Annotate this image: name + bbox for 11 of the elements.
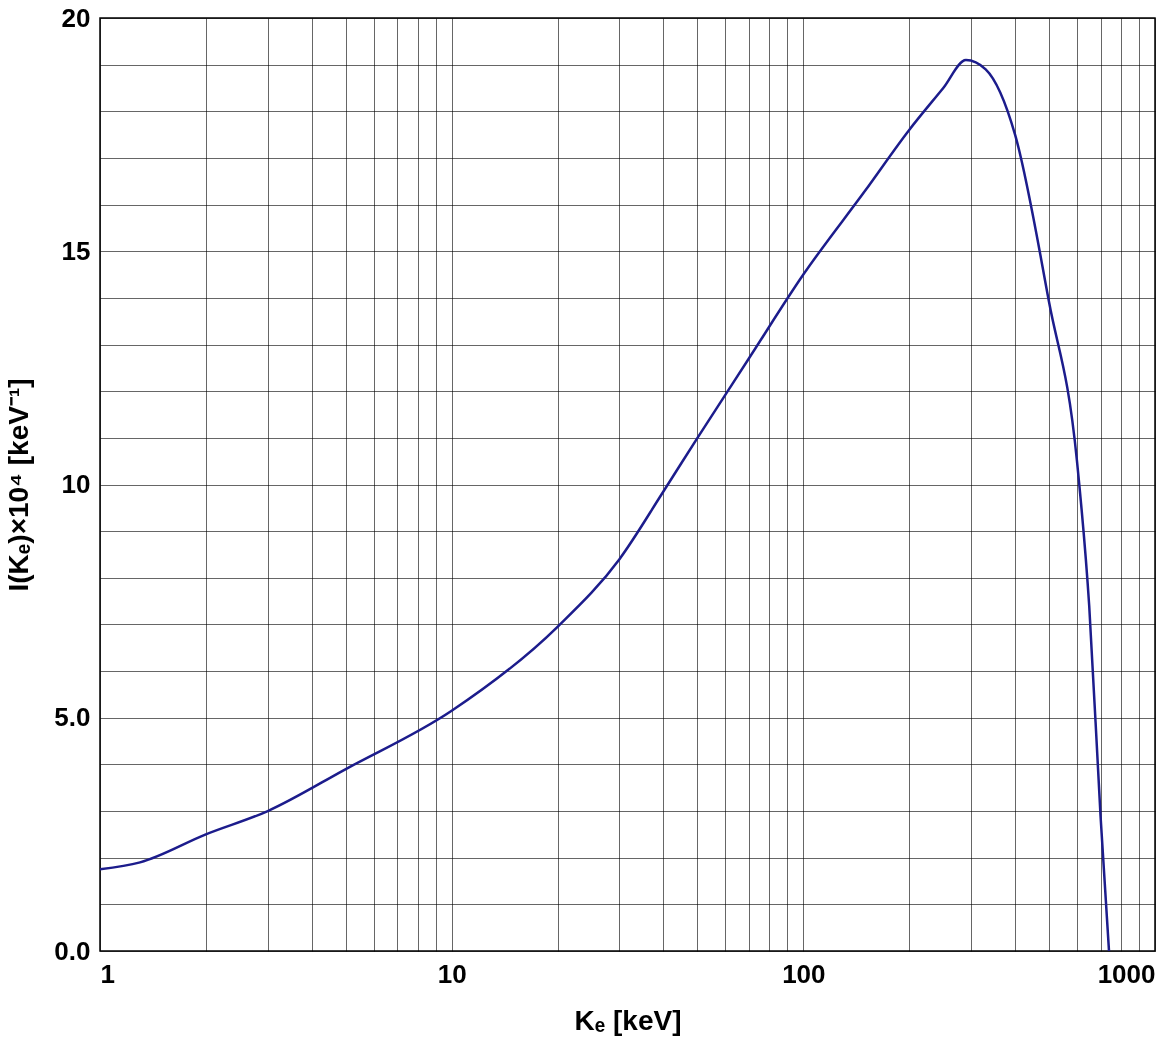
x-tick-label: 1 [100, 958, 115, 989]
x-axis-title: Kₑ [keV] [574, 1004, 682, 1036]
x-tick-label: 100 [782, 958, 826, 989]
y-tick-label: 5.0 [54, 702, 91, 733]
y-tick-label: 15 [61, 235, 91, 266]
y-axis-title: I(Kₑ)×10⁴ [keV⁻¹] [3, 378, 35, 592]
x-tick-label: 10 [437, 958, 467, 989]
y-tick-label: 20 [61, 2, 91, 33]
y-tick-label: 10 [61, 469, 91, 499]
y-tick-label: 0.0 [54, 935, 91, 966]
x-tick-label: 1000 [1097, 958, 1156, 989]
